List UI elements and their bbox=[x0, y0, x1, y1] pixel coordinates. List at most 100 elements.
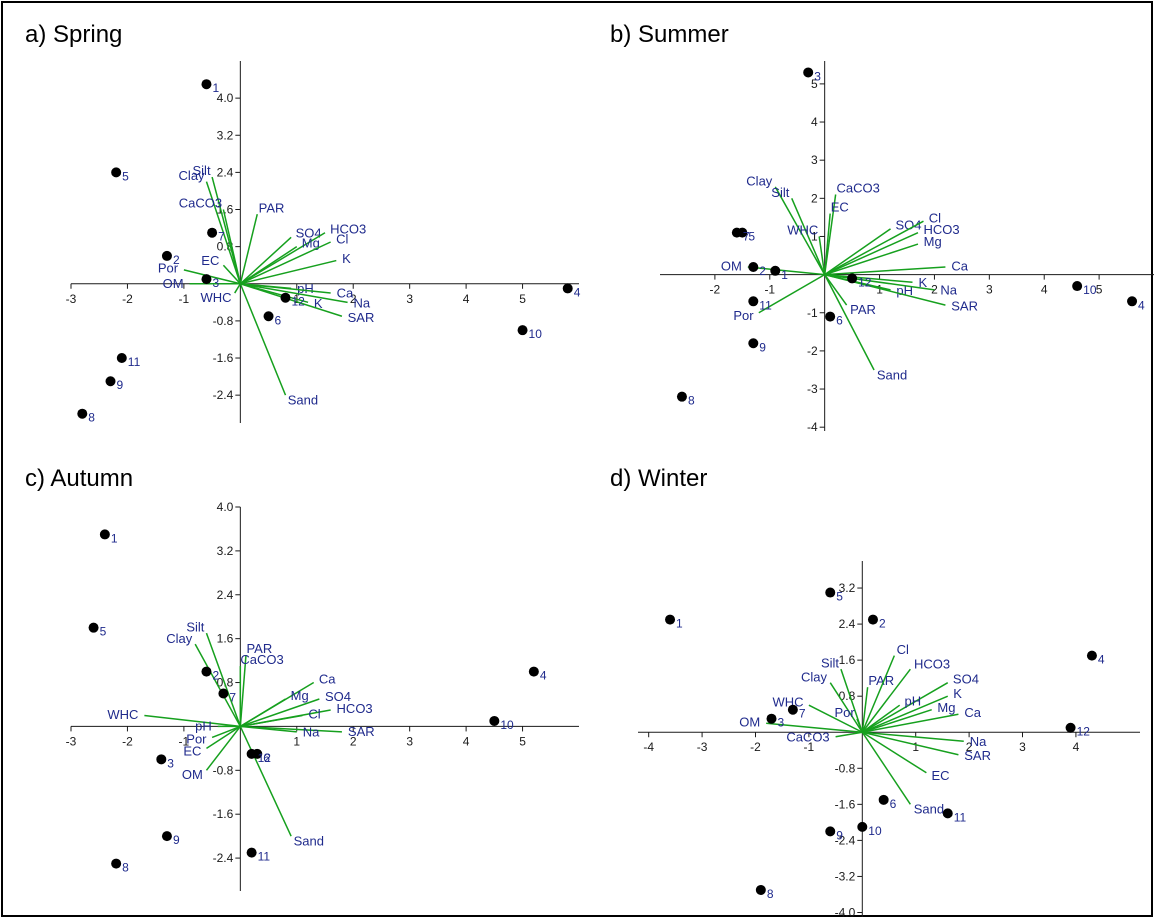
site-point-5 bbox=[88, 622, 99, 633]
vector-label: SO4 bbox=[895, 217, 921, 232]
vector-label: SAR bbox=[348, 310, 375, 325]
site-point-7 bbox=[207, 227, 218, 238]
site-label: 9 bbox=[759, 340, 766, 354]
vector-label: EC bbox=[183, 744, 201, 759]
site-point-1 bbox=[99, 529, 110, 540]
site-label: 3 bbox=[212, 276, 219, 290]
panel-autumn: c) Autumn -3-2-1123454.03.22.41.60.8-0.8… bbox=[3, 461, 580, 919]
x-tick-label: -3 bbox=[66, 734, 77, 748]
vector-label: HCO3 bbox=[337, 701, 373, 716]
site-label: 8 bbox=[122, 861, 129, 875]
vector-label: Ca bbox=[319, 671, 336, 686]
y-tick-label: -2 bbox=[807, 344, 818, 358]
vector-label: Sand bbox=[914, 801, 944, 816]
site-point-9 bbox=[825, 826, 836, 837]
site-label: 8 bbox=[688, 394, 695, 408]
vector-label: PAR bbox=[850, 302, 876, 317]
vector-par bbox=[239, 655, 247, 727]
site-label: 1 bbox=[212, 81, 219, 95]
vector-sand bbox=[239, 726, 292, 837]
vector-k bbox=[240, 259, 337, 285]
x-tick-label: 5 bbox=[1096, 283, 1103, 297]
site-point-4 bbox=[1086, 650, 1097, 661]
y-tick-label: 4 bbox=[811, 115, 818, 129]
site-point-7 bbox=[731, 227, 742, 238]
vector-so4 bbox=[824, 228, 891, 276]
site-label: 5 bbox=[836, 590, 843, 604]
vector-par bbox=[824, 274, 848, 306]
y-tick-label: -4.0 bbox=[835, 905, 856, 919]
y-tick-label: -1.6 bbox=[213, 351, 234, 365]
panel-title: b) Summer bbox=[610, 21, 729, 48]
vector-label: Na bbox=[970, 734, 987, 749]
vector-clay bbox=[205, 181, 242, 285]
site-point-5 bbox=[111, 167, 122, 178]
site-point-10 bbox=[517, 325, 528, 336]
vector-label: HCO3 bbox=[923, 222, 959, 237]
vector-sand bbox=[824, 274, 875, 371]
vector-whc bbox=[808, 704, 863, 733]
site-label: 11 bbox=[258, 850, 271, 864]
vector-caco3 bbox=[222, 209, 242, 284]
site-label: 5 bbox=[100, 625, 107, 639]
vector-label: K bbox=[342, 251, 351, 266]
vector-so4 bbox=[861, 682, 949, 733]
x-tick-label: -1 bbox=[179, 734, 190, 748]
x-tick-label: 2 bbox=[966, 740, 973, 754]
vector-caco3 bbox=[835, 731, 863, 738]
vector-label: K bbox=[918, 275, 927, 290]
vector-label: CaCO3 bbox=[179, 196, 222, 211]
site-label: 4 bbox=[1138, 298, 1145, 312]
vector-label: Ca bbox=[951, 259, 968, 274]
vector-clay bbox=[774, 186, 826, 275]
site-point-11 bbox=[116, 353, 127, 364]
vector-label: SO4 bbox=[296, 225, 322, 240]
site-point-5 bbox=[825, 587, 836, 598]
site-point-3 bbox=[803, 67, 814, 78]
site-label: 3 bbox=[814, 69, 821, 83]
vector-mg bbox=[239, 698, 286, 728]
vector-clay bbox=[194, 643, 241, 727]
site-point-3 bbox=[201, 274, 212, 285]
panel-title: a) Spring bbox=[25, 21, 123, 48]
vector-label: Mg bbox=[302, 235, 320, 250]
vector-mg bbox=[862, 708, 932, 733]
x-tick-label: 2 bbox=[350, 734, 357, 748]
site-point-6 bbox=[878, 794, 889, 805]
x-tick-label: -1 bbox=[764, 283, 775, 297]
vector-por bbox=[758, 273, 826, 314]
vector-na bbox=[862, 731, 964, 743]
winter-biplot: -4 -3 -2 -1 1 2 3 43.22.41.60.8-0.8-1.6-2.4-3.2… bbox=[638, 561, 1140, 919]
vector-par bbox=[861, 687, 869, 733]
vector-label: Silt bbox=[771, 185, 789, 200]
vector-label: Cl bbox=[929, 210, 941, 225]
vector-label: CaCO3 bbox=[240, 652, 283, 667]
vector-label: CaCO3 bbox=[836, 181, 879, 196]
y-tick-label: -0.8 bbox=[213, 314, 234, 328]
y-tick-label: 1 bbox=[811, 229, 818, 243]
y-tick-label: 4.0 bbox=[217, 91, 234, 105]
vector-label: OM bbox=[721, 258, 742, 273]
site-point-12 bbox=[280, 292, 291, 303]
site-point-4 bbox=[528, 666, 539, 677]
vector-whc bbox=[818, 236, 826, 275]
y-tick-label: 3 bbox=[811, 153, 818, 167]
site-label: 5 bbox=[122, 169, 129, 183]
vector-label: Por bbox=[733, 308, 754, 323]
site-label: 11 bbox=[759, 298, 772, 312]
vector-label: Sand bbox=[294, 834, 324, 849]
vector-mg bbox=[239, 246, 298, 285]
site-point-3 bbox=[766, 713, 777, 724]
y-tick-label: -1.6 bbox=[213, 807, 234, 821]
vector-label: SAR bbox=[951, 299, 978, 314]
site-point-2 bbox=[867, 614, 878, 625]
vector-so4 bbox=[240, 698, 320, 728]
y-tick-label: 2.4 bbox=[217, 165, 234, 179]
vector-cl bbox=[824, 220, 924, 276]
site-point-12 bbox=[847, 273, 858, 284]
site-label: 6 bbox=[890, 797, 897, 811]
vector-hco3 bbox=[861, 668, 911, 733]
x-tick-label: -1 bbox=[179, 292, 190, 306]
x-tick-label: 2 bbox=[931, 283, 938, 297]
y-tick-label: -1 bbox=[807, 306, 818, 320]
